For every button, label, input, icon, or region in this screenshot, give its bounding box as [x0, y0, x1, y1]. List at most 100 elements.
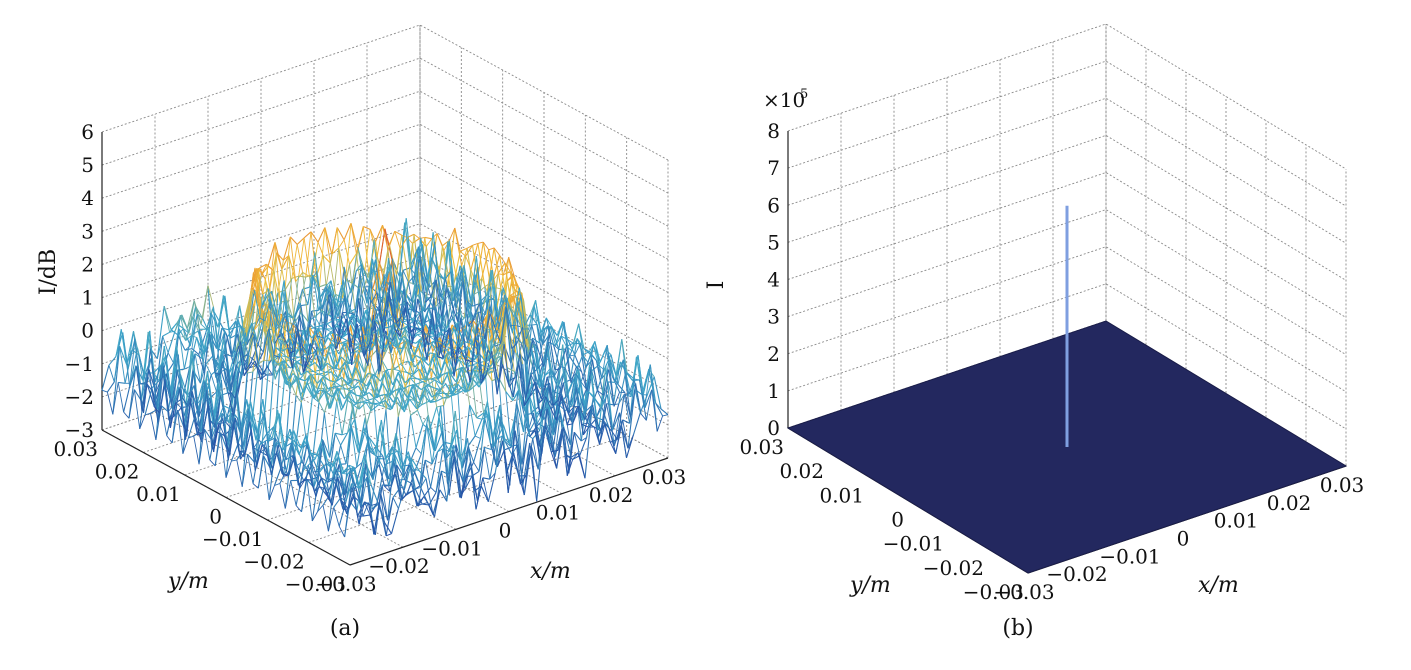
surface-mesh-segment	[237, 460, 242, 487]
surface-mesh-segment	[312, 473, 319, 521]
x-tick-label: 0.02	[589, 483, 634, 507]
panel-caption: (a)	[330, 616, 360, 641]
z-tick-label: −2	[65, 385, 94, 409]
surface-mesh-segment	[258, 456, 263, 488]
y-tick-label: −0.02	[243, 550, 304, 574]
surface-mesh-segment	[177, 369, 184, 370]
surface-mesh-segment	[481, 486, 488, 502]
surface-mesh-segment	[203, 286, 208, 319]
surface-mesh-segment	[363, 515, 370, 516]
surface-mesh-segment	[124, 383, 131, 412]
surface	[788, 206, 1346, 573]
x-axis-label: x/m	[530, 559, 571, 584]
z-tick-label: 3	[767, 305, 780, 329]
surface-mesh-segment	[220, 296, 225, 322]
surface-mesh-segment	[455, 228, 460, 251]
surface-mesh-segment	[258, 399, 263, 432]
surface-mesh-segment	[164, 306, 169, 332]
z-tick-label: 1	[767, 379, 780, 403]
surface-mesh-segment	[109, 365, 114, 382]
surface-mesh-segment	[218, 295, 223, 327]
surface-mesh-segment	[334, 507, 339, 526]
surface-mesh-segment	[327, 324, 332, 329]
surface-mesh-segment	[335, 382, 340, 386]
surface-mesh-segment	[657, 416, 662, 432]
surface-mesh-segment	[194, 436, 199, 464]
surface-mesh-segment	[337, 402, 342, 435]
surface-mesh-segment	[633, 413, 640, 435]
z-axis-label: I	[705, 281, 729, 290]
z-tick-label: 4	[81, 186, 94, 210]
x-tick-label: −0.01	[1099, 544, 1160, 568]
surface-mesh-segment	[123, 333, 128, 369]
surface-mesh-segment	[292, 359, 297, 361]
surface-mesh-segment	[334, 386, 341, 387]
y-tick-label: −0.03	[963, 580, 1024, 604]
surface-mesh-segment	[280, 483, 285, 508]
z-multiplier-exponent: 5	[800, 87, 808, 102]
surface-mesh-segment	[417, 335, 422, 339]
z-tick-label: −3	[65, 418, 94, 442]
surface-mesh-segment	[416, 424, 423, 448]
y-tick-label: 0	[209, 505, 222, 529]
surface-mesh-segment	[323, 505, 328, 531]
x-tick-label: 0	[1177, 527, 1190, 551]
z-multiplier: ×10	[763, 88, 805, 112]
panel-caption: (b)	[1002, 616, 1033, 641]
y-tick-label: 0.02	[95, 460, 140, 484]
surface-mesh-segment	[319, 402, 324, 413]
y-axis-label: y/m	[167, 569, 209, 594]
z-tick-label: 3	[81, 219, 94, 243]
surface-mesh-segment	[394, 369, 399, 370]
grid-line-z	[102, 25, 668, 160]
surface-mesh-segment	[414, 473, 419, 487]
surface-mesh-segment	[484, 447, 489, 479]
surface-mesh-segment	[478, 242, 483, 243]
surface-mesh-segment	[358, 227, 363, 251]
surface-mesh-segment	[654, 377, 661, 409]
surface-mesh-segment	[247, 372, 252, 373]
surface-mesh-segment	[107, 392, 112, 414]
surface-mesh-segment	[411, 415, 416, 448]
x-tick-label: 0.01	[1214, 509, 1259, 533]
surface-mesh-segment	[532, 324, 537, 325]
z-tick-label: 7	[767, 156, 780, 180]
y-tick-label: 0	[891, 508, 904, 532]
surface-mesh-segment	[425, 237, 432, 238]
surface-mesh-segment	[179, 329, 184, 370]
surface-mesh-segment	[210, 460, 215, 466]
surface-mesh-segment	[118, 382, 123, 412]
surface-mesh-segment	[206, 356, 213, 364]
surface-mesh-segment	[264, 456, 269, 500]
y-tick-label: 0.02	[779, 459, 824, 483]
surface-mesh-segment	[474, 462, 479, 471]
surface-mesh-segment	[168, 331, 175, 353]
z-tick-label: 2	[767, 342, 780, 366]
surface-mesh-segment	[334, 498, 341, 508]
surface-mesh-segment	[335, 433, 340, 445]
surface-mesh-segment	[661, 409, 668, 415]
surface-mesh-segment	[129, 390, 134, 419]
grid-line-z	[102, 157, 668, 292]
surface-mesh-segment	[297, 462, 302, 465]
surface-mesh-segment	[312, 310, 319, 311]
surface-mesh-segment	[320, 370, 325, 372]
surface-mesh-segment	[326, 358, 331, 390]
surface-mesh-segment	[431, 487, 436, 492]
surface-mesh-segment	[221, 393, 228, 395]
x-tick-label: 0.03	[642, 465, 687, 489]
surface-mesh-segment	[482, 278, 487, 292]
z-tick-label: 5	[81, 153, 94, 177]
surface-mesh-segment	[475, 436, 480, 439]
surface-mesh-segment	[341, 445, 346, 464]
y-tick-label: 0.01	[136, 482, 181, 506]
z-tick-label: 2	[81, 252, 94, 276]
surface-mesh-segment	[422, 401, 429, 404]
surface-mesh-segment	[343, 509, 348, 510]
surface	[102, 218, 668, 537]
surface-mesh-segment	[370, 515, 375, 535]
surface-mesh-segment	[342, 338, 347, 341]
surface-mesh-segment	[368, 373, 373, 374]
surface-mesh-segment	[555, 369, 560, 370]
x-tick-label: 0.01	[536, 501, 581, 525]
